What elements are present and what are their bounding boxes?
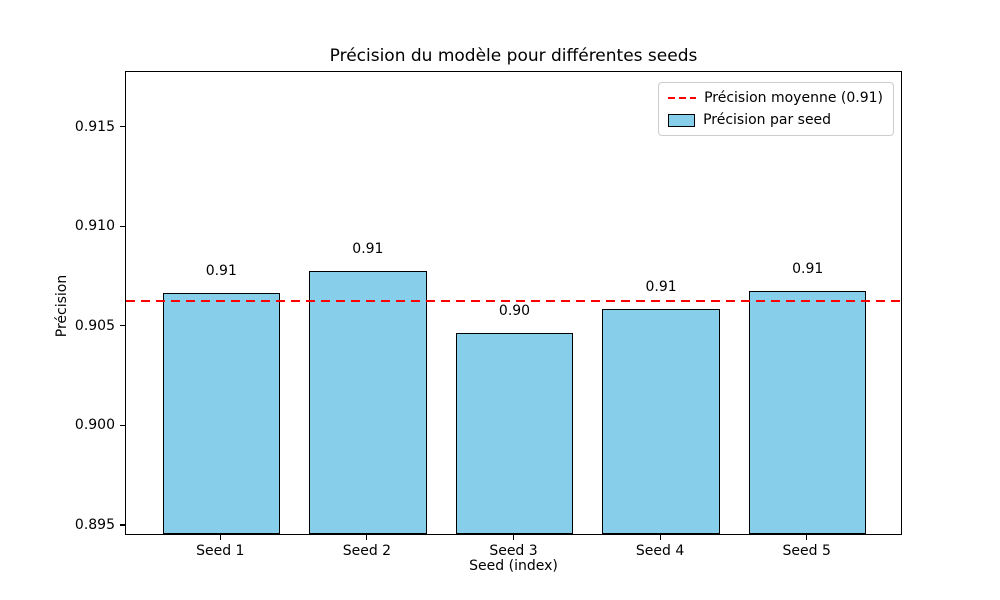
x-tick-label: Seed 2 [342,543,392,559]
red-dashed-line-swatch [668,97,697,99]
bar-value-labels-layer: 0.91 0.91 0.90 0.91 0.91 [126,72,901,534]
x-tick-label: Seed 4 [635,543,685,559]
skyblue-patch-swatch [668,113,696,127]
bar-seed-5 [749,291,867,534]
y-tick-label: 0.900 [74,417,115,434]
bars-layer [126,72,901,534]
legend-item-bars: Précision par seed [668,112,883,128]
bar-value-label: 0.90 [498,302,531,319]
x-tick-label: Seed 5 [782,543,831,559]
legend-label-bars: Précision par seed [703,112,832,128]
x-tick-label: Seed 1 [196,543,245,559]
y-tick-mark [120,424,125,427]
bar-value-label: 0.91 [352,241,384,258]
y-tick-mark [120,126,125,128]
bar-seed-3 [455,332,574,534]
x-tick-label: Seed 3 [489,543,538,559]
mean-dashed-line [126,300,901,303]
x-axis-label: Seed (index) [469,558,558,574]
x-tick-mark [219,535,221,540]
mean-line-layer [126,72,901,534]
x-tick-mark [806,535,808,540]
y-tick-mark [120,524,125,526]
legend: Précision moyenne (0.91) Précision par s… [658,82,894,136]
x-tick-mark [659,535,661,540]
y-tick-label: 0.895 [74,517,115,534]
y-tick-label: 0.915 [74,118,115,135]
y-tick-label: 0.910 [74,218,115,235]
bar-seed-4 [602,308,720,534]
plot-area: 0.91 0.91 0.90 0.91 0.91 Précision moyenne (… [125,71,902,535]
chart-title: Précision du modèle pour différentes see… [329,46,698,66]
legend-label-mean: Précision moyenne (0.91) [704,90,883,106]
bar-value-label: 0.91 [205,263,237,280]
y-tick-mark [120,225,125,227]
x-tick-mark [366,535,368,540]
y-tick-mark [120,325,125,327]
bar-seed-2 [309,271,427,534]
bar-value-label: 0.91 [792,261,824,278]
x-tick-mark [512,535,515,540]
bar-seed-1 [162,293,280,534]
legend-item-mean-line: Précision moyenne (0.91) [668,90,883,106]
y-tick-label: 0.905 [74,317,115,334]
bar-value-label: 0.91 [645,278,677,295]
